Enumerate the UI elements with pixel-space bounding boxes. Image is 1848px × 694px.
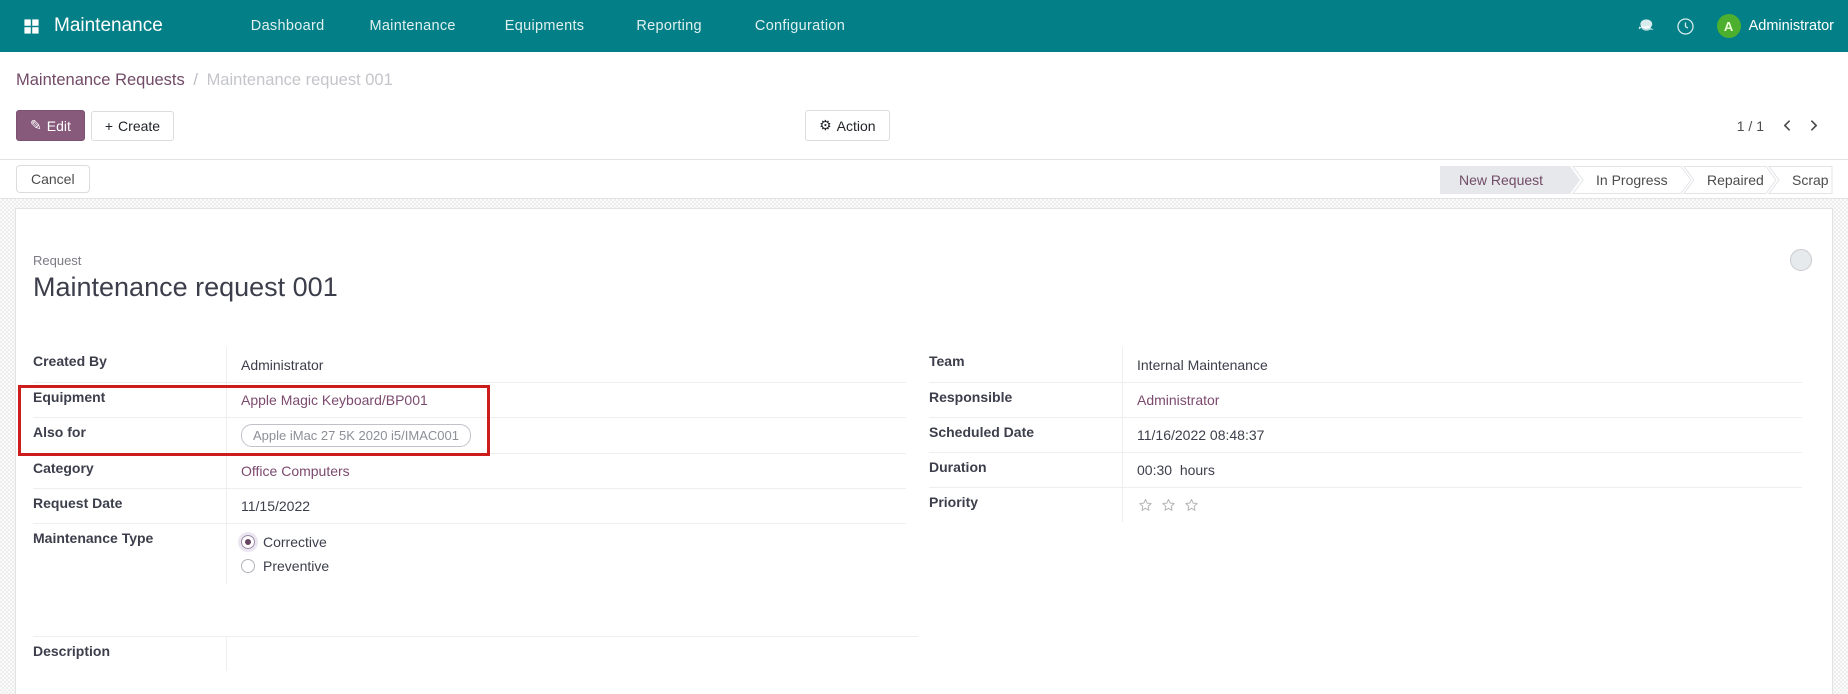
svg-text:Scrap: Scrap xyxy=(1792,172,1829,188)
svg-text:Repaired: Repaired xyxy=(1707,172,1764,188)
svg-text:In Progress: In Progress xyxy=(1596,172,1668,188)
svg-text:New Request: New Request xyxy=(1459,172,1543,188)
